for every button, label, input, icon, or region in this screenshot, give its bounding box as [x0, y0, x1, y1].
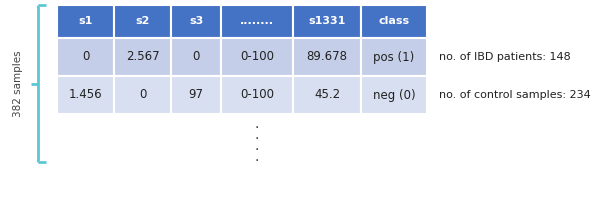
Bar [221, 38, 293, 76]
Text: ........: ........ [240, 16, 274, 26]
Bar [221, 5, 293, 38]
Bar [293, 5, 361, 38]
Text: pos (1): pos (1) [373, 50, 415, 63]
Text: .: . [255, 117, 259, 131]
Text: s1331: s1331 [308, 16, 346, 26]
Bar [293, 38, 361, 76]
Bar [114, 5, 171, 38]
Text: .: . [255, 128, 259, 142]
Text: class: class [379, 16, 410, 26]
Bar [361, 76, 427, 114]
Text: s2: s2 [136, 16, 149, 26]
Text: .: . [255, 150, 259, 164]
Text: 382 samples: 382 samples [13, 50, 23, 117]
Text: .: . [255, 139, 259, 153]
Bar [293, 76, 361, 114]
Text: neg (0): neg (0) [373, 88, 415, 102]
Text: 0-100: 0-100 [240, 88, 274, 102]
Text: 45.2: 45.2 [314, 88, 340, 102]
Text: 0: 0 [82, 50, 89, 63]
Bar [171, 76, 221, 114]
Bar [114, 38, 171, 76]
Bar [57, 38, 114, 76]
Text: no. of IBD patients: 148: no. of IBD patients: 148 [439, 52, 571, 62]
Text: 1.456: 1.456 [68, 88, 103, 102]
Bar [221, 76, 293, 114]
Bar [57, 76, 114, 114]
Bar [114, 76, 171, 114]
Text: no. of control samples: 234: no. of control samples: 234 [439, 90, 591, 100]
Bar [171, 5, 221, 38]
Bar [361, 38, 427, 76]
Text: 97: 97 [188, 88, 203, 102]
Text: 0: 0 [139, 88, 146, 102]
Text: 2.567: 2.567 [125, 50, 160, 63]
Text: s1: s1 [79, 16, 92, 26]
Bar [361, 5, 427, 38]
Text: 0: 0 [193, 50, 200, 63]
Bar [57, 5, 114, 38]
Bar [171, 38, 221, 76]
Text: 0-100: 0-100 [240, 50, 274, 63]
Text: 89.678: 89.678 [307, 50, 347, 63]
Text: s3: s3 [189, 16, 203, 26]
